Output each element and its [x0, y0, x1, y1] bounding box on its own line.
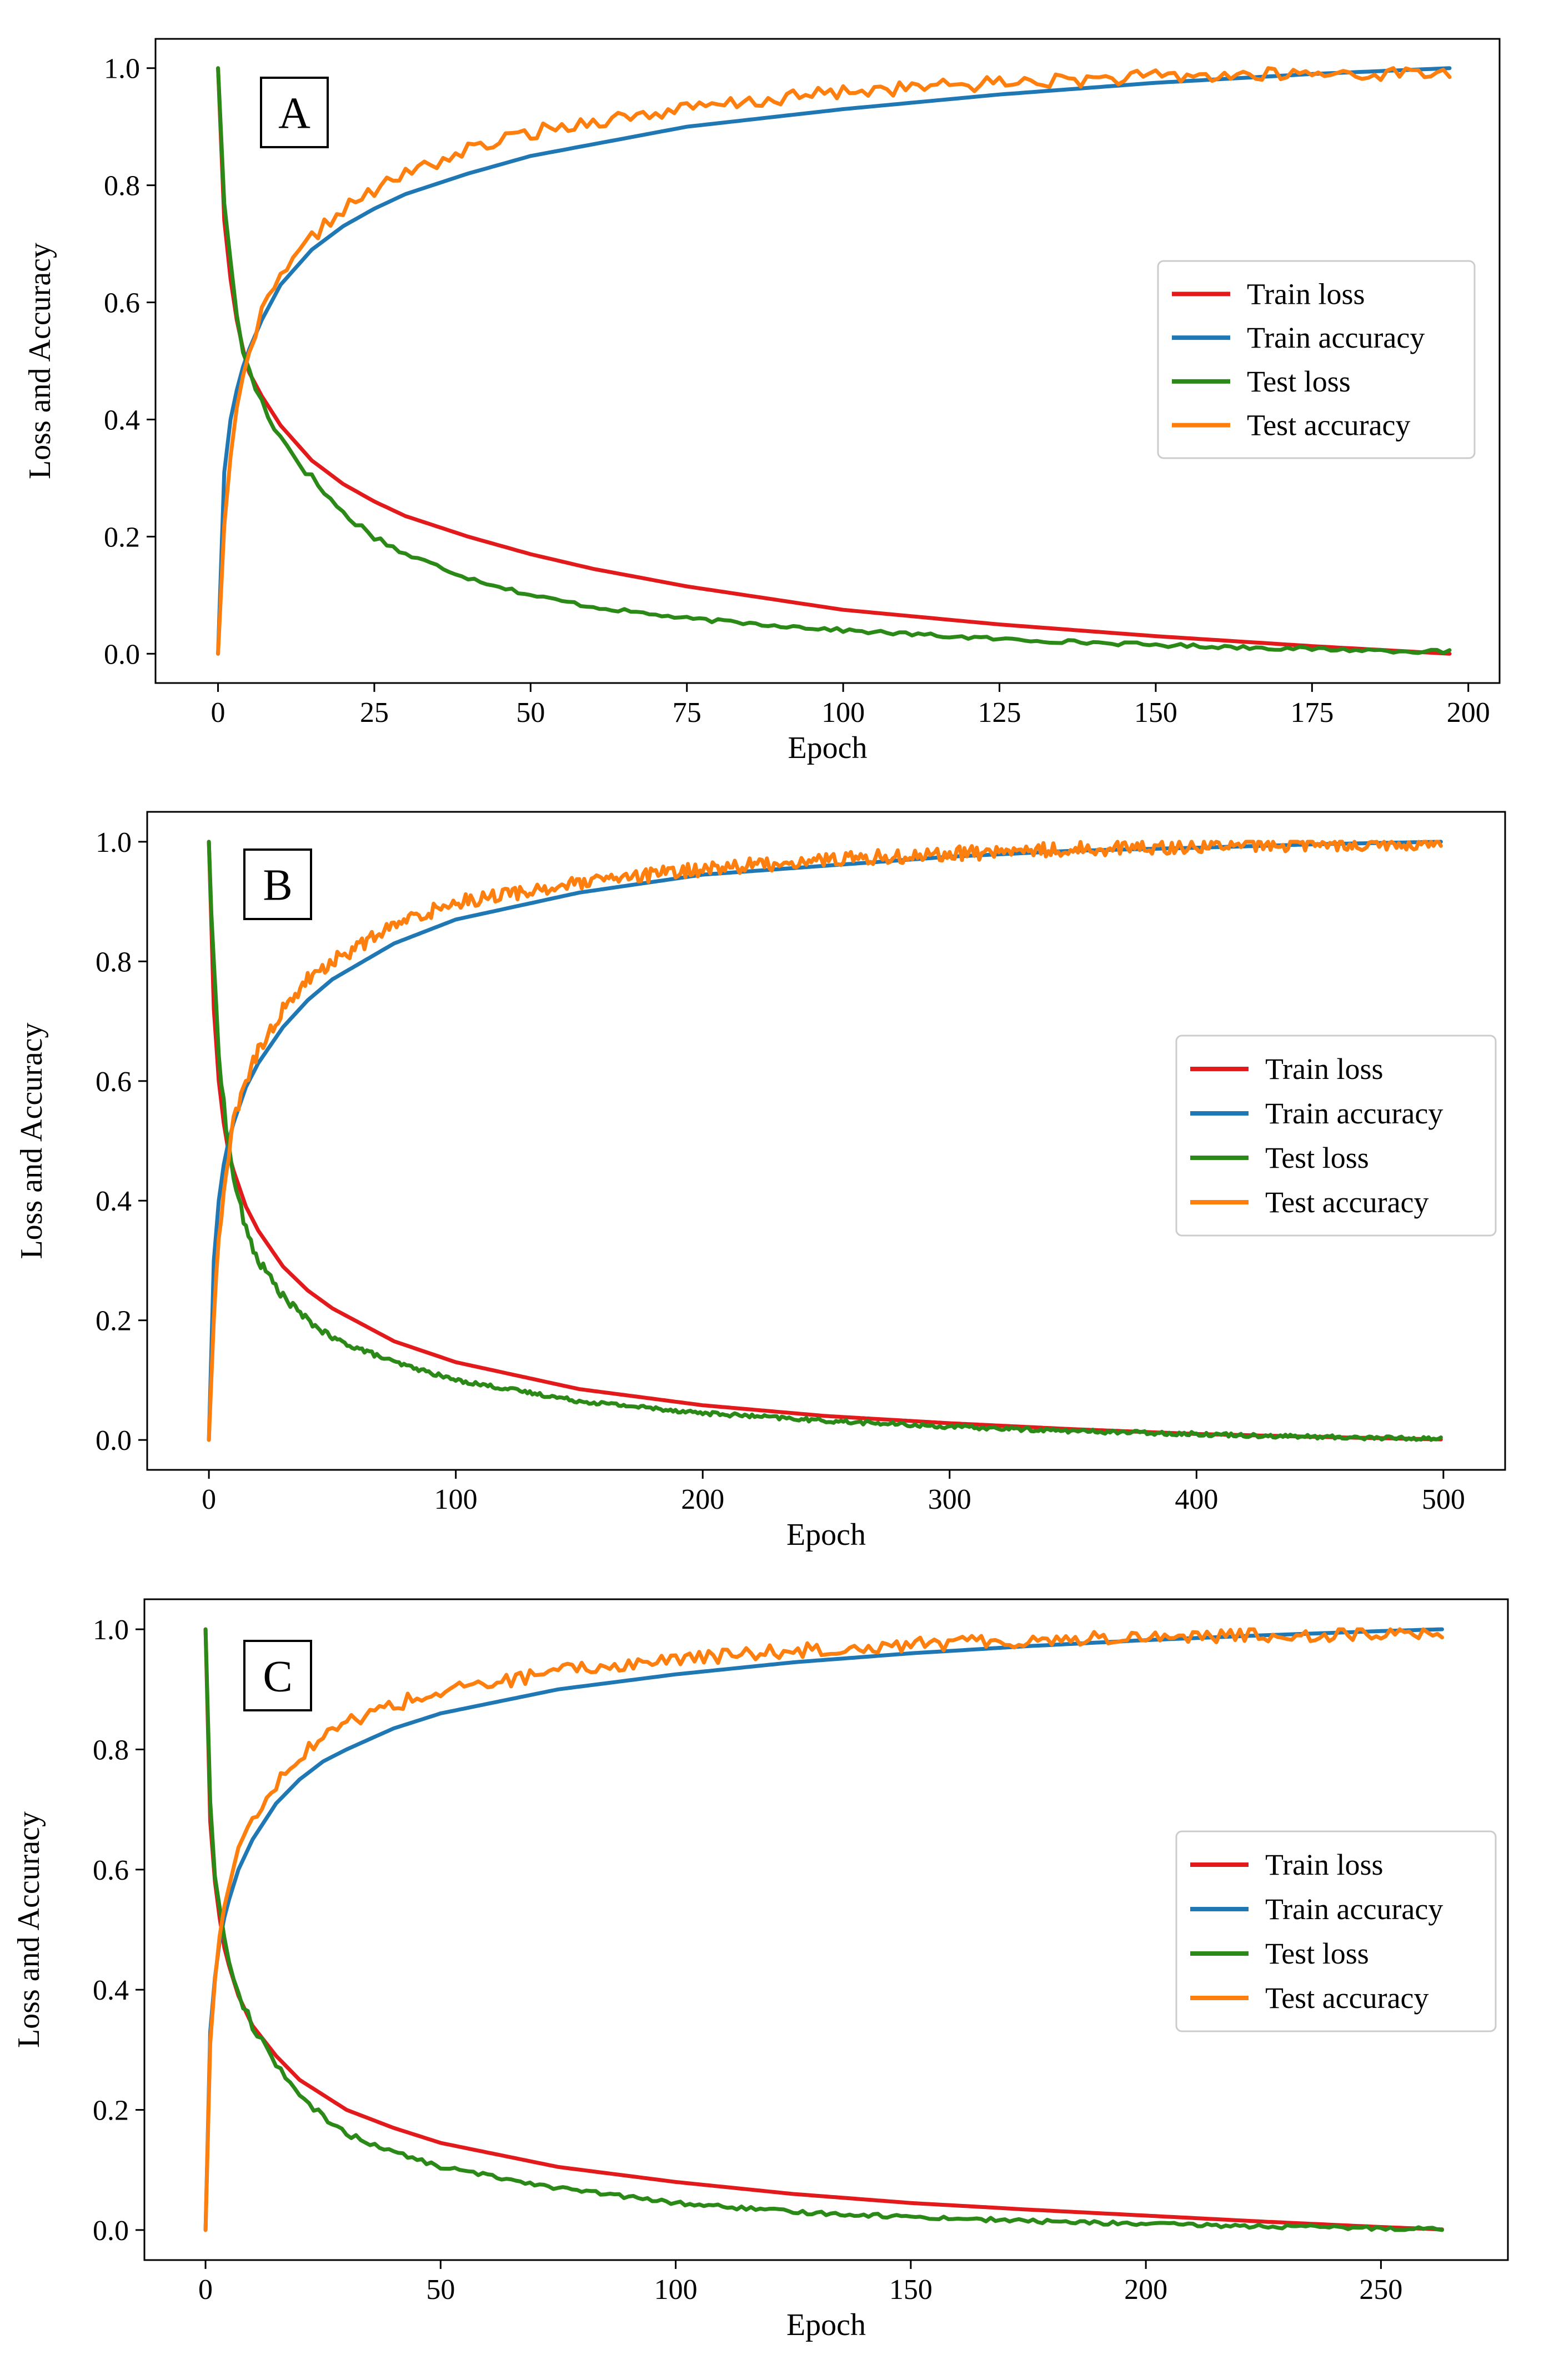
x-tick-label: 25 [360, 697, 389, 729]
chart-panel-b: 0 100 200 300 400 500 0.0 0.2 0.4 0.6 0.8 1.0 Epoch L… [14, 811, 1506, 1552]
series-line-test-accuracy [203, 1627, 1444, 2232]
series-line-train-loss [216, 66, 1452, 656]
y-tick-label: 0.6 [96, 1066, 132, 1098]
legend-label: Test loss [1247, 365, 1351, 398]
x-tick-label: 200 [681, 1484, 724, 1515]
y-tick-label: 0.6 [104, 288, 140, 319]
legend: Train loss Train accuracy Test loss Test ac… [1175, 1035, 1497, 1237]
x-tick-label: 150 [889, 2274, 933, 2306]
x-tick-label: 500 [1422, 1484, 1465, 1515]
chart-panel-a: 0 25 50 75 100 125 150 175 200 0.0 0.2 0.4 0.6 0.8 1.0… [23, 38, 1501, 765]
y-tick-label: 0.4 [93, 1975, 129, 2006]
legend-label: Train accuracy [1265, 1097, 1443, 1130]
y-tick-label: 0.4 [104, 404, 140, 436]
x-tick-label: 0 [202, 1484, 216, 1515]
series-line-train-accuracy [216, 66, 1452, 656]
x-tick-label: 0 [198, 2274, 213, 2306]
y-tick-label: 0.0 [96, 1425, 132, 1457]
panel-label: A [278, 89, 310, 138]
x-axis-label: Epoch [788, 731, 867, 765]
legend-label: Train accuracy [1265, 1892, 1443, 1926]
series-line-test-loss [216, 66, 1452, 655]
x-tick-label: 250 [1359, 2274, 1402, 2306]
x-tick-label: 300 [928, 1484, 971, 1515]
y-tick-label: 0.0 [93, 2215, 129, 2247]
series-group [207, 840, 1443, 1442]
panel-label-box [243, 1640, 312, 1711]
y-tick-label: 0.6 [93, 1855, 129, 1886]
x-tick-label: 200 [1447, 697, 1490, 729]
y-tick-label: 0.8 [96, 946, 132, 978]
panel-label: C [263, 1653, 292, 1701]
y-tick-label: 0.2 [96, 1306, 132, 1337]
x-tick-label: 100 [654, 2274, 698, 2306]
panel-label: B [263, 861, 292, 910]
y-tick-label: 0.4 [96, 1186, 132, 1217]
legend-label: Train loss [1247, 277, 1365, 310]
legend-box [1175, 1035, 1497, 1237]
x-axis-label: Epoch [786, 1518, 866, 1552]
series-line-test-loss [207, 840, 1443, 1442]
x-tick-label: 400 [1175, 1484, 1218, 1515]
legend-label: Test accuracy [1265, 1186, 1429, 1219]
series-line-test-loss [203, 1627, 1444, 2232]
legend-label: Test accuracy [1247, 409, 1411, 442]
series-group [216, 66, 1452, 656]
series-line-test-accuracy [216, 66, 1452, 656]
y-axis-label: Loss and Accuracy [14, 1022, 49, 1259]
legend-box [1175, 1830, 1497, 2032]
x-tick-label: 175 [1290, 697, 1334, 729]
x-tick-label: 50 [516, 697, 545, 729]
legend-box [1157, 260, 1476, 459]
legend-label: Train loss [1265, 1052, 1383, 1086]
legend: Train loss Train accuracy Test loss Test ac… [1175, 1830, 1497, 2032]
x-tick-label: 0 [211, 697, 225, 729]
panel-label-box [260, 77, 329, 148]
y-axis-label: Loss and Accuracy [23, 243, 57, 479]
x-tick-label: 100 [434, 1484, 478, 1515]
series-line-train-loss [203, 1627, 1444, 2232]
y-tick-label: 0.0 [104, 639, 140, 670]
legend: Train loss Train accuracy Test loss Test ac… [1157, 260, 1476, 459]
legend-label: Test loss [1265, 1141, 1369, 1174]
y-tick-label: 0.2 [93, 2095, 129, 2127]
y-tick-label: 1.0 [104, 53, 140, 85]
legend-label: Train accuracy [1247, 321, 1425, 354]
x-tick-label: 125 [978, 697, 1021, 729]
x-tick-label: 75 [673, 697, 701, 729]
x-tick-label: 200 [1124, 2274, 1167, 2306]
chart-panel-c: 0 50 100 150 200 250 0.0 0.2 0.4 0.6 0.8 1.0 Epoch Lo… [12, 1598, 1509, 2342]
legend-label: Test loss [1265, 1937, 1369, 1970]
legend-label: Test accuracy [1265, 1981, 1429, 2015]
x-tick-label: 100 [821, 697, 865, 729]
x-tick-label: 150 [1134, 697, 1177, 729]
series-group [203, 1627, 1444, 2232]
y-axis-label: Loss and Accuracy [12, 1811, 46, 2048]
x-axis-label: Epoch [786, 2308, 866, 2342]
y-tick-label: 1.0 [93, 1614, 129, 1646]
y-tick-label: 0.8 [104, 170, 140, 202]
x-tick-label: 50 [426, 2274, 455, 2306]
y-tick-label: 0.2 [104, 521, 140, 553]
series-line-test-accuracy [207, 840, 1443, 1442]
y-tick-label: 0.8 [93, 1734, 129, 1766]
panel-label-box [243, 848, 312, 920]
y-tick-label: 1.0 [96, 827, 132, 858]
legend-label: Train loss [1265, 1848, 1383, 1881]
